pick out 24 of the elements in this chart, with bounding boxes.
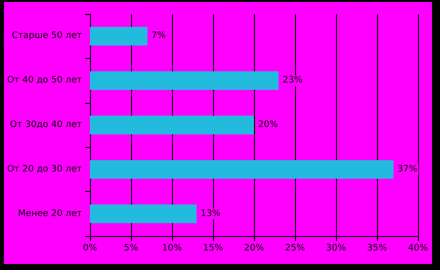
data-label: 13% [200,208,222,219]
bar [90,204,197,224]
x-tick-label: 40% [408,244,428,254]
y-tick-label: От 20 до 30 лет [7,164,82,174]
y-tick-label: Менее 20 лет [18,208,82,219]
y-tick-label: Старше 50 лет [12,31,82,42]
x-tick-label: 15% [202,244,224,254]
data-label: 23% [282,76,304,86]
x-tick-label: 35% [366,244,388,254]
x-tick-label: 30% [326,244,346,254]
bar [90,116,254,134]
x-tick-label: 25% [284,244,306,254]
x-tick-label: 0% [82,244,98,254]
bar [90,160,394,179]
y-tick-label: От 30до 40 лет [10,120,82,130]
data-label: 37% [397,164,418,174]
x-tick-label: 10% [162,244,182,254]
y-tick-label: От 40 до 50 лет [7,76,82,86]
bar [90,26,148,46]
data-label: 7% [151,31,166,42]
data-label: 20% [258,120,278,130]
x-tick-label: 5% [124,244,139,254]
bar [90,71,279,90]
x-tick-label: 20% [244,244,264,254]
